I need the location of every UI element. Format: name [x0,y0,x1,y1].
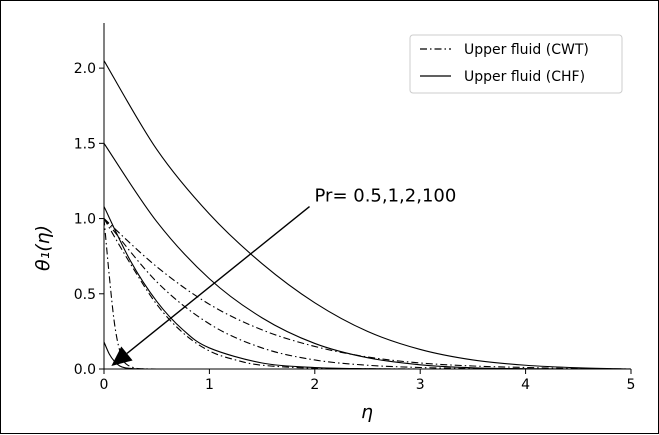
y-tick-label: 1.5 [74,136,96,152]
series-line-cwt [104,218,526,369]
annotation: Pr= 0.5,1,2,100 [111,186,456,366]
series-line-chf [104,341,147,369]
y-tick-label: 2.0 [74,61,96,77]
y-tick-label: 0.0 [74,362,96,378]
x-tick-label: 2 [310,377,319,393]
annotation-arrow-head [111,346,133,366]
y-ticks: 0.0 0.5 1.0 1.5 2.0 [74,61,104,378]
legend-box [409,34,623,94]
y-tick-label: 1.0 [74,212,96,228]
x-tick-label: 0 [100,377,109,393]
x-axis-label: η [361,401,373,423]
series-line-chf [104,60,631,369]
legend: Upper fluid (CWT) Upper fluid (CHF) [409,34,623,94]
x-tick-label: 5 [627,377,636,393]
series-line-chf [104,206,421,369]
legend-label-cwt: Upper fluid (CWT) [464,42,589,58]
annotation-text: Pr= 0.5,1,2,100 [315,186,457,207]
y-tick-label: 0.5 [74,287,96,303]
legend-label-chf: Upper fluid (CHF) [464,69,585,85]
series-line-cwt [104,218,631,369]
annotation-arrow-line [126,205,310,354]
x-tick-label: 4 [521,377,530,393]
y-axis-label: θ₁(η) [32,225,54,271]
x-tick-label: 3 [416,377,425,393]
x-ticks: 0 1 2 3 4 5 [100,369,636,393]
x-tick-label: 1 [205,377,214,393]
series-layer [104,60,631,369]
series-line-chf [104,143,579,369]
